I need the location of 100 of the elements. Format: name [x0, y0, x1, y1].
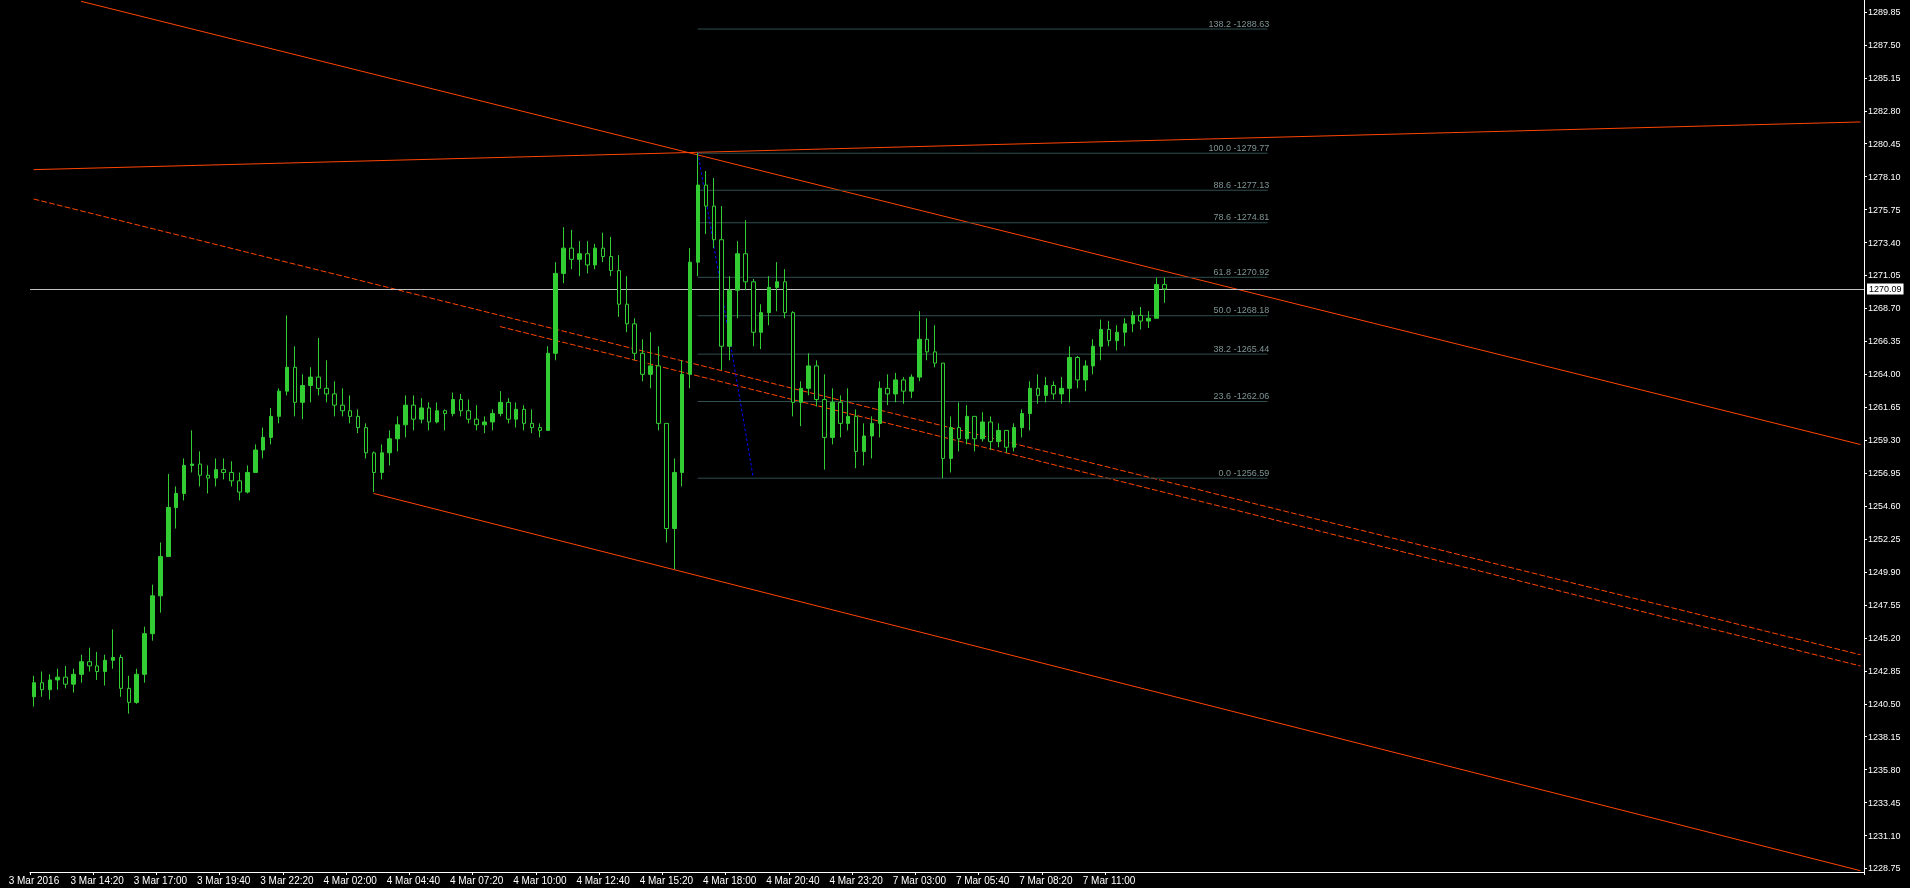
candlestick — [32, 675, 36, 708]
series-label: 100.0 -1279.77 — [1208, 142, 1270, 153]
x-tick-label: 4 Mar 02:00 — [323, 874, 378, 886]
candlestick — [640, 338, 645, 382]
series-label: 61.8 -1270.92 — [1213, 266, 1270, 277]
y-tick-label: 1287.50 — [1868, 39, 1901, 50]
candlestick — [727, 275, 732, 361]
candlestick — [664, 422, 669, 544]
candlestick — [277, 387, 281, 424]
candlestick — [119, 654, 123, 698]
candlestick — [965, 404, 969, 445]
y-tick-label: 1247.55 — [1868, 599, 1901, 610]
candlestick — [1154, 277, 1159, 319]
candlestick — [1012, 422, 1016, 452]
candlestick — [680, 359, 684, 487]
candlestick — [395, 415, 400, 452]
y-tick-label: 1252.25 — [1868, 534, 1901, 545]
y-tick-label: 1231.10 — [1868, 830, 1901, 841]
candlestick — [617, 254, 621, 318]
candlestick — [1091, 338, 1095, 375]
candlestick — [79, 654, 84, 684]
x-tick-label: 3 Mar 14:20 — [70, 874, 125, 886]
candlestick — [917, 310, 922, 382]
candlestick — [490, 408, 495, 431]
candlestick — [174, 485, 178, 530]
candlestick — [719, 205, 724, 371]
candlestick — [846, 387, 850, 431]
candlestick — [293, 345, 297, 417]
candlestick — [372, 450, 376, 493]
candlestick — [893, 372, 898, 403]
candlestick — [300, 373, 305, 420]
y-tick-label: 1256.95 — [1868, 468, 1901, 479]
candlestick — [1083, 359, 1088, 392]
candlestick — [166, 473, 171, 558]
candlestick — [625, 275, 629, 333]
x-tick-label: 3 Mar 22:20 — [260, 874, 315, 886]
candlestick — [214, 457, 218, 487]
candlestick — [806, 352, 811, 396]
candlestick — [949, 415, 953, 473]
x-tick-label: 7 Mar 08:20 — [1019, 874, 1073, 886]
candlestick — [988, 415, 993, 451]
candlestick — [925, 317, 929, 361]
candlestick — [451, 392, 455, 417]
candlestick — [40, 671, 44, 698]
y-tick-label: 1266.35 — [1868, 336, 1901, 347]
x-tick-label: 4 Mar 12:40 — [576, 874, 631, 886]
y-tick-label: 1254.60 — [1868, 501, 1901, 512]
x-tick-label: 7 Mar 11:00 — [1082, 874, 1136, 886]
candlestick — [245, 464, 250, 494]
ref-line-label: 1270.09 — [1869, 283, 1902, 294]
candlestick — [482, 415, 487, 434]
candlestick — [783, 268, 787, 319]
candlestick — [735, 240, 740, 319]
candlestick — [364, 422, 368, 459]
candlestick — [1067, 345, 1072, 403]
candlestick — [182, 457, 186, 501]
candlestick — [158, 542, 163, 614]
candlestick — [419, 397, 424, 424]
candlestick — [601, 232, 605, 263]
candlestick — [1004, 429, 1009, 454]
candlestick — [538, 422, 542, 438]
candlestick — [285, 314, 289, 396]
y-tick-label: 1242.85 — [1868, 665, 1901, 676]
candlestick — [957, 401, 961, 452]
x-tick-label: 4 Mar 20:40 — [766, 874, 820, 886]
candlestick — [1123, 317, 1127, 347]
y-tick-label: 1282.80 — [1868, 105, 1901, 116]
candlestick — [332, 380, 337, 417]
candlestick — [672, 457, 677, 570]
candlestick — [150, 584, 155, 642]
y-tick-label: 1280.45 — [1868, 138, 1901, 149]
candlestick — [316, 337, 321, 396]
candlestick — [111, 628, 115, 670]
candlestick — [1107, 320, 1111, 347]
candlestick — [261, 427, 265, 459]
candlestick — [822, 373, 827, 471]
candlestick — [221, 457, 226, 480]
y-tick-label: 1268.70 — [1868, 303, 1901, 314]
series-label: 38.2 -1265.44 — [1213, 343, 1270, 354]
candlestick — [546, 345, 550, 431]
candlestick — [522, 404, 526, 431]
candlestick — [743, 219, 748, 291]
candlestick — [103, 654, 107, 687]
x-tick-label: 3 Mar 2016 — [8, 874, 60, 886]
series-label: 50.0 -1268.18 — [1213, 305, 1270, 316]
candlestick — [198, 450, 202, 487]
x-tick-label: 4 Mar 04:40 — [386, 874, 441, 886]
candlestick — [941, 362, 945, 479]
candlestick — [340, 387, 345, 417]
candlestick — [704, 170, 708, 235]
candlestick — [696, 152, 700, 277]
candlestick — [48, 673, 52, 701]
y-tick-label: 1249.90 — [1868, 566, 1901, 577]
x-tick-label: 7 Mar 05:40 — [955, 874, 1010, 886]
candlestick — [474, 404, 479, 431]
y-tick-label: 1275.75 — [1868, 204, 1901, 215]
candlestick — [87, 647, 92, 673]
y-tick-label: 1289.85 — [1868, 6, 1901, 17]
candlestick — [506, 397, 511, 424]
candlestick — [577, 240, 582, 277]
